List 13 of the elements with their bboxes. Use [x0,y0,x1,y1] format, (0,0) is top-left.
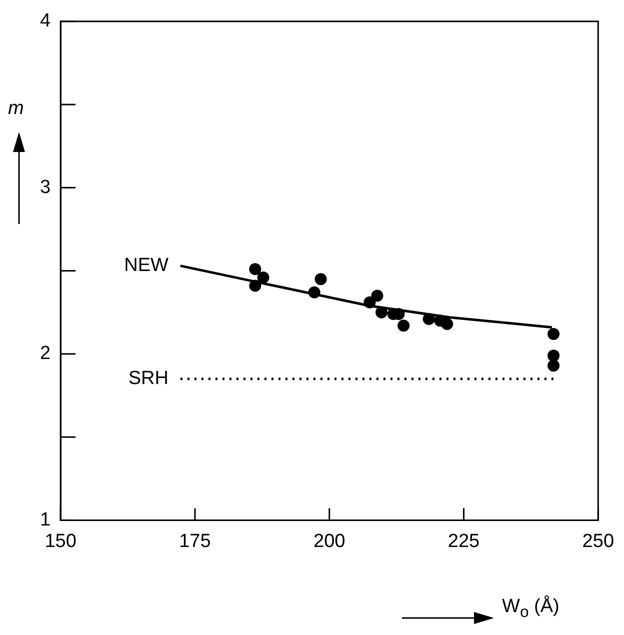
y-axis-title: m [8,98,24,120]
y-tick-label: 1 [40,509,51,530]
x-tick-label: 225 [448,530,480,552]
x-axis-title: W$_{o}$ (Å) [502,596,560,622]
x-tick-label: 250 [582,530,614,552]
y-tick-label: 2 [40,343,51,364]
y-tick-label: 3 [40,176,51,198]
series-label: SRH [128,368,168,390]
x-tick-label: 175 [179,530,211,552]
y-tick-label: 4 [40,10,51,32]
series-label: NEW [124,255,169,276]
x-tick-label: 150 [44,530,76,552]
x-tick-label: 200 [314,530,346,552]
